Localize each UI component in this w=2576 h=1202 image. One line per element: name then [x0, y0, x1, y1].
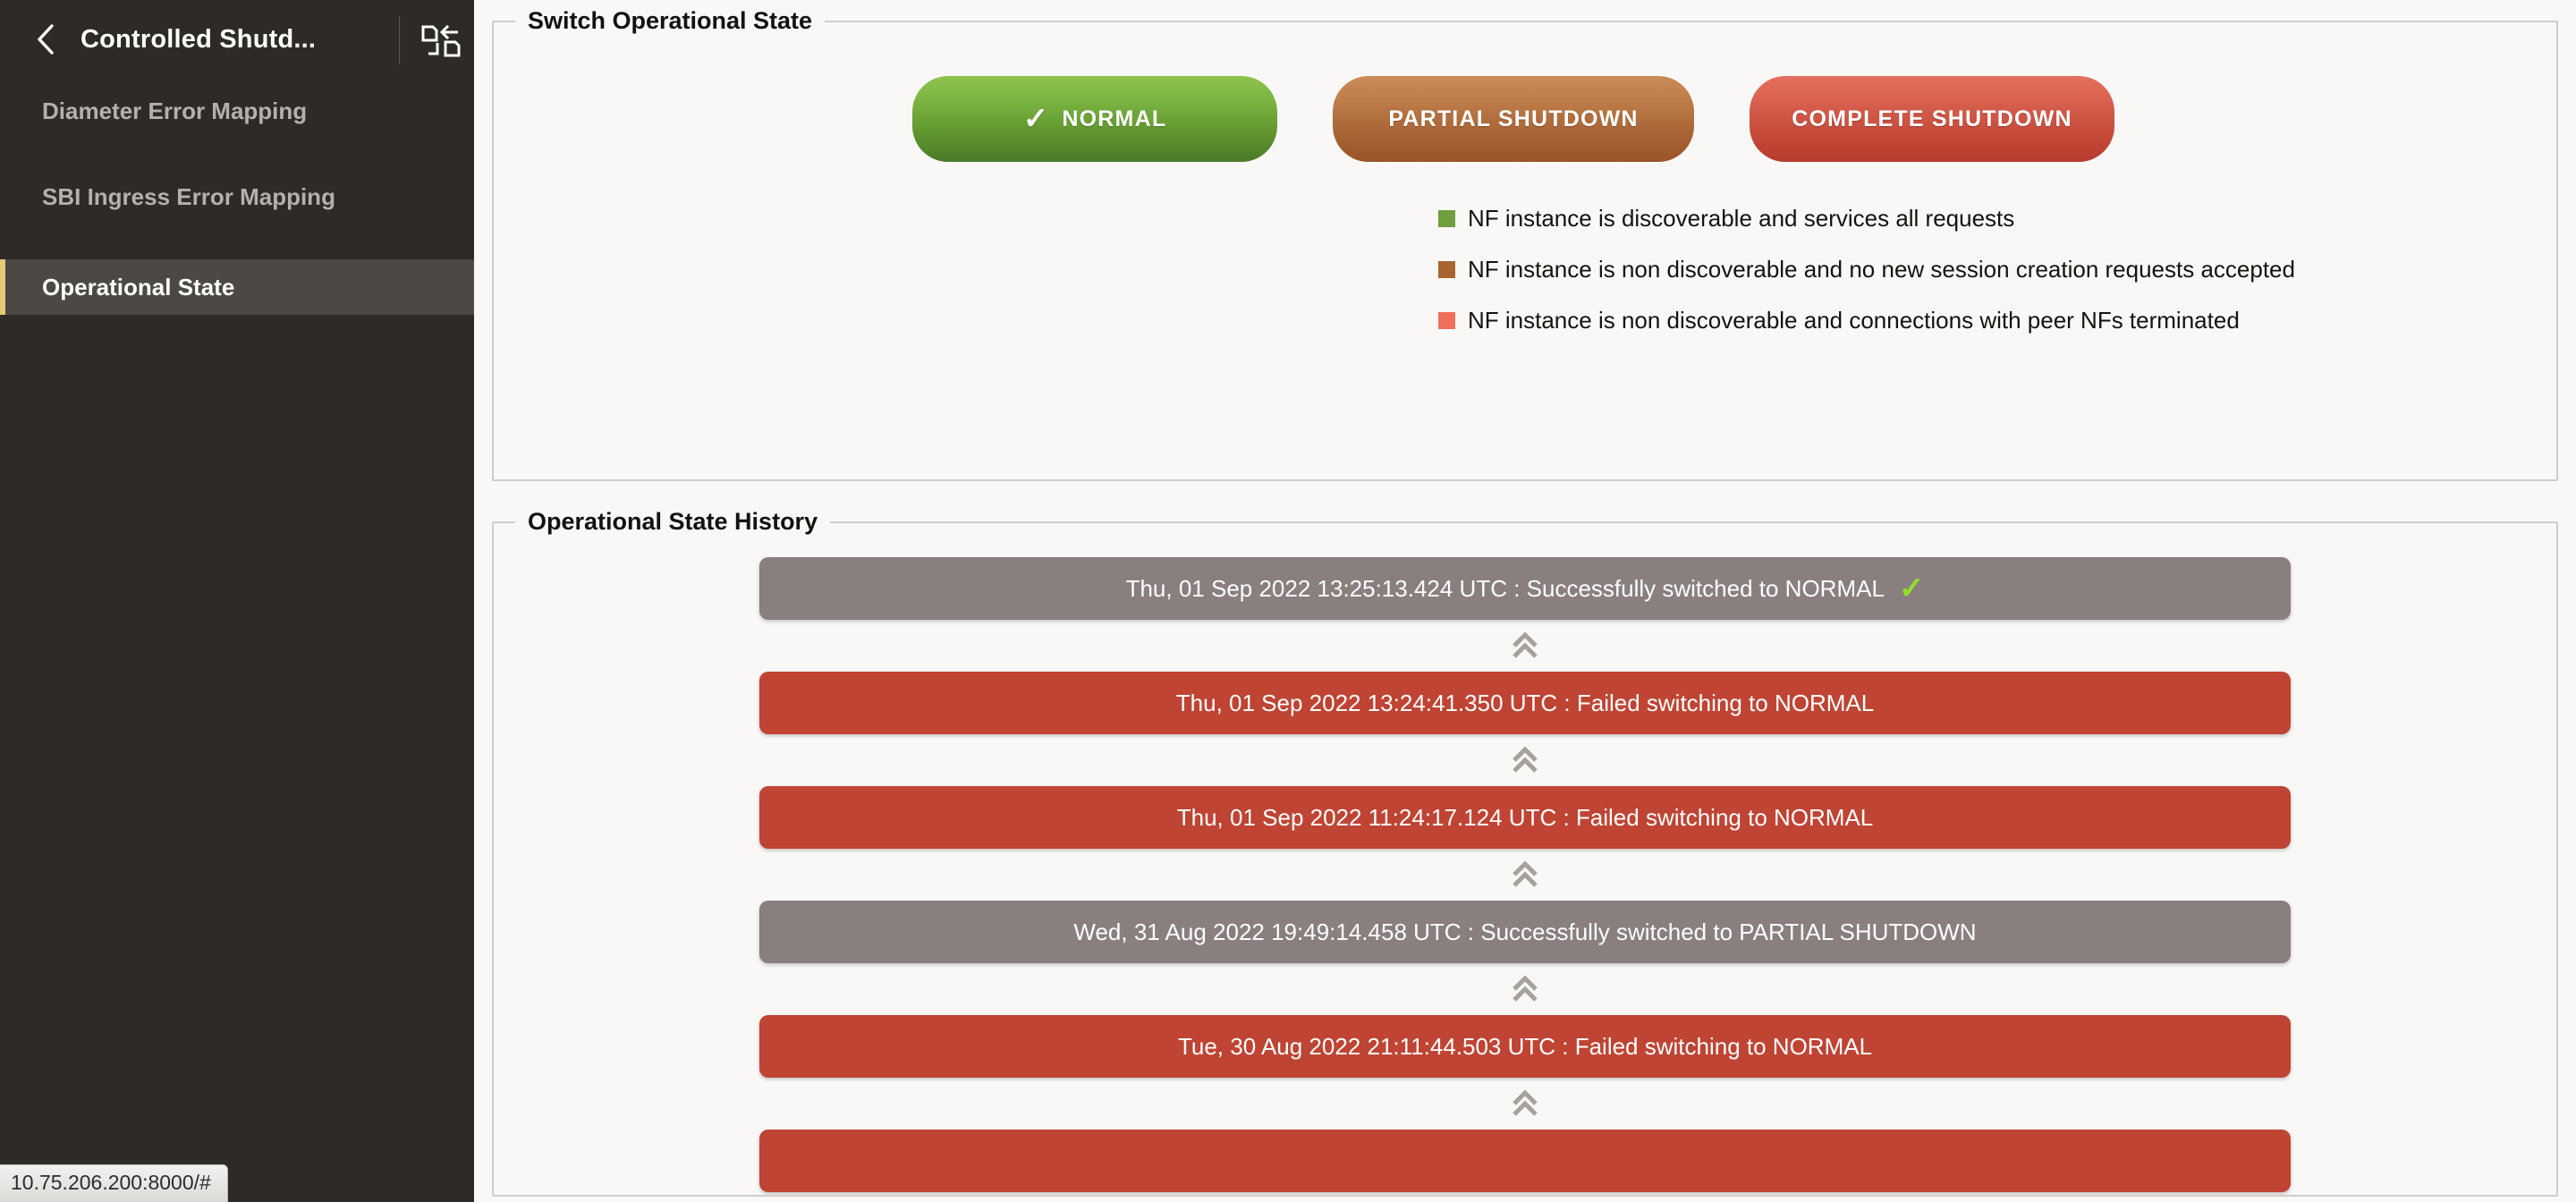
legend-swatch-red: [1438, 312, 1455, 329]
legend-swatch-brown: [1438, 261, 1455, 278]
switch-operational-state-panel: Switch Operational State ✓ NORMAL PARTIA…: [492, 7, 2558, 481]
status-bar-url: 10.75.206.200:8000/#: [0, 1164, 228, 1202]
history-list: Thu, 01 Sep 2022 13:25:13.424 UTC : Succ…: [494, 536, 2556, 1192]
legend-item-partial: NF instance is non discoverable and no n…: [1438, 256, 2556, 284]
check-icon: ✓: [1898, 571, 1925, 605]
sidebar-title: Controlled Shutd...: [80, 24, 317, 54]
sidebar-item-label: Operational State: [42, 273, 235, 300]
partial-shutdown-button-label: PARTIAL SHUTDOWN: [1388, 106, 1639, 131]
history-entry-text: Thu, 01 Sep 2022 13:24:41.350 UTC : Fail…: [1175, 689, 1875, 716]
chevron-double-up-icon: [1507, 849, 1543, 901]
state-legend-list: NF instance is discoverable and services…: [494, 162, 2556, 334]
chevron-double-up-icon: [1507, 734, 1543, 786]
legend-swatch-green: [1438, 210, 1455, 227]
chevron-double-up-icon: [1507, 1078, 1543, 1130]
history-entry[interactable]: Thu, 01 Sep 2022 13:24:41.350 UTC : Fail…: [759, 672, 2291, 734]
chevron-double-up-icon: [1507, 963, 1543, 1015]
sidebar: Controlled Shutd... Diameter Error Mappi…: [0, 0, 474, 1202]
chevron-left-icon[interactable]: [30, 24, 61, 55]
normal-state-button[interactable]: ✓ NORMAL: [912, 76, 1277, 162]
sidebar-header: Controlled Shutd...: [0, 0, 474, 79]
sidebar-item-operational-state[interactable]: Operational State: [0, 259, 474, 315]
history-entry-text: Tue, 30 Aug 2022 21:11:44.503 UTC : Fail…: [1177, 1032, 1873, 1060]
normal-state-button-label: NORMAL: [1062, 106, 1167, 131]
operational-state-history-panel: Operational State History Thu, 01 Sep 20…: [492, 508, 2558, 1197]
compare-files-icon[interactable]: [420, 23, 462, 59]
state-button-group: ✓ NORMAL PARTIAL SHUTDOWN COMPLETE SHUTD…: [494, 35, 2556, 162]
partial-shutdown-button[interactable]: PARTIAL SHUTDOWN: [1333, 76, 1694, 162]
history-entry-text: Wed, 31 Aug 2022 19:49:14.458 UTC : Succ…: [1073, 918, 1977, 945]
sidebar-item-sbi-ingress-error-mapping[interactable]: SBI Ingress Error Mapping: [0, 174, 474, 220]
switch-panel-legend: Switch Operational State: [528, 7, 813, 34]
legend-item-text: NF instance is non discoverable and conn…: [1468, 307, 2240, 334]
complete-shutdown-button-label: COMPLETE SHUTDOWN: [1792, 106, 2072, 131]
status-bar-url-text: 10.75.206.200:8000/#: [11, 1171, 211, 1195]
sidebar-nav: Diameter Error Mapping SBI Ingress Error…: [0, 88, 474, 315]
history-entry[interactable]: [759, 1130, 2291, 1192]
sidebar-item-diameter-error-mapping[interactable]: Diameter Error Mapping: [0, 88, 474, 134]
history-entry[interactable]: Wed, 31 Aug 2022 19:49:14.458 UTC : Succ…: [759, 901, 2291, 963]
complete-shutdown-button[interactable]: COMPLETE SHUTDOWN: [1750, 76, 2114, 162]
history-entry-text: Thu, 01 Sep 2022 11:24:17.124 UTC : Fail…: [1176, 803, 1874, 831]
history-entry[interactable]: Thu, 01 Sep 2022 11:24:17.124 UTC : Fail…: [759, 786, 2291, 849]
legend-item-complete: NF instance is non discoverable and conn…: [1438, 307, 2556, 334]
chevron-double-up-icon: [1507, 620, 1543, 672]
legend-item-text: NF instance is non discoverable and no n…: [1468, 256, 2295, 283]
history-entry[interactable]: Tue, 30 Aug 2022 21:11:44.503 UTC : Fail…: [759, 1015, 2291, 1078]
header-divider: [399, 16, 400, 64]
history-panel-legend: Operational State History: [528, 508, 818, 535]
legend-item-text: NF instance is discoverable and services…: [1468, 205, 2015, 232]
history-entry-text: Thu, 01 Sep 2022 13:25:13.424 UTC : Succ…: [1125, 574, 1885, 602]
sidebar-item-label: SBI Ingress Error Mapping: [42, 182, 335, 210]
check-icon: ✓: [1022, 102, 1050, 136]
sidebar-item-label: Diameter Error Mapping: [42, 97, 308, 124]
legend-item-normal: NF instance is discoverable and services…: [1438, 205, 2556, 233]
history-entry[interactable]: Thu, 01 Sep 2022 13:25:13.424 UTC : Succ…: [759, 557, 2291, 620]
